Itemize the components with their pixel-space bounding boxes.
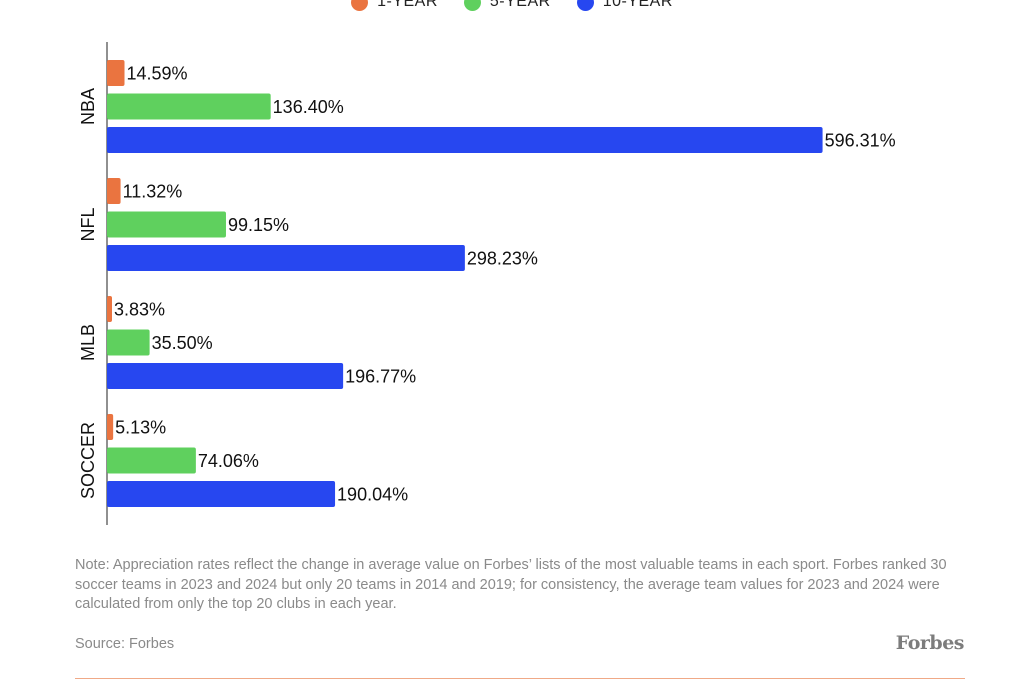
data-label-nba-1-year: 14.59% [127,64,188,84]
legend-item-1-year: 1-YEAR [351,0,438,11]
bar-nba-10-year [107,127,823,153]
bar-soccer-1-year [107,414,114,440]
legend-swatch-1-year [351,0,369,11]
bar-mlb-10-year [107,363,344,389]
bar-nfl-1-year [107,178,121,204]
bar-soccer-10-year [107,481,336,507]
bar-nba-5-year [107,93,271,120]
data-label-soccer-1-year: 5.13% [115,418,166,438]
legend-label-1-year: 1-YEAR [377,0,438,10]
data-label-mlb-10-year: 196.77% [345,367,416,387]
legend-swatch-5-year [463,0,481,11]
forbes-logo: Forbes [895,632,965,654]
category-label-soccer: SOCCER [78,422,98,499]
data-label-nba-10-year: 596.31% [825,131,896,151]
bar-mlb-1-year [107,296,112,322]
data-label-nba-5-year: 136.40% [273,97,344,117]
footer-divider [75,678,965,679]
bar-chart: NBA 14.59% 136.40% 596.31% NFL 11.32% 99.15% 29… [78,42,896,525]
legend-label-10-year: 10-YEAR [602,0,673,10]
data-label-nfl-1-year: 11.32% [123,182,183,202]
data-label-mlb-5-year: 35.50% [152,333,213,353]
data-label-soccer-10-year: 190.04% [337,485,408,505]
category-label-mlb: MLB [78,324,98,361]
data-label-nfl-10-year: 298.23% [467,249,538,269]
source-text: Source: Forbes [75,636,175,652]
legend-label-5-year: 5-YEAR [489,0,551,10]
bar-nfl-5-year [107,211,226,238]
bar-nba-1-year [107,60,125,86]
legend-swatch-10-year [576,0,594,11]
data-label-mlb-1-year: 3.83% [114,300,165,320]
legend-item-5-year: 5-YEAR [463,0,551,11]
chart-note: Note: Appreciation rates reflect the cha… [75,557,947,612]
data-label-nfl-5-year: 99.15% [228,215,289,235]
category-label-nba: NBA [78,88,98,125]
bar-soccer-5-year [107,447,196,474]
category-label-nfl: NFL [78,207,98,241]
bar-nfl-10-year [107,245,465,271]
legend: 1-YEAR 5-YEAR 10-YEAR [0,0,1024,11]
legend-item-10-year: 10-YEAR [576,0,673,11]
bar-mlb-5-year [107,329,150,356]
data-label-soccer-5-year: 74.06% [198,451,259,471]
